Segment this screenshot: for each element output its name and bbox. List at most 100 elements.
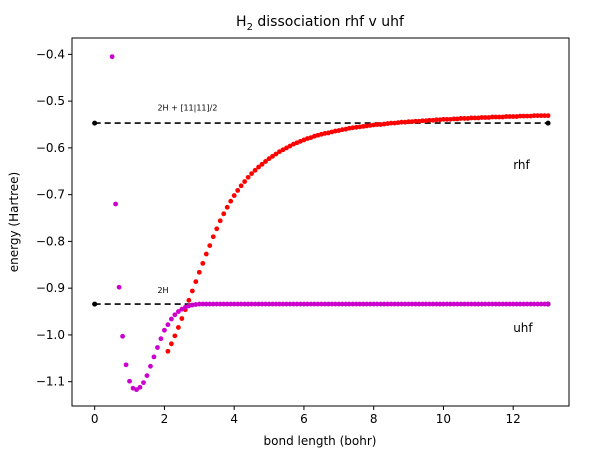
data-point-uhf (538, 301, 544, 307)
data-point-uhf (284, 301, 289, 307)
data-point-uhf (120, 333, 125, 339)
data-point-uhf (360, 301, 366, 307)
data-point-rhf (416, 118, 422, 124)
annotation-label: 2H (157, 286, 168, 295)
data-point-rhf (486, 115, 492, 120)
data-point-rhf (350, 125, 356, 131)
data-point-rhf (332, 128, 338, 134)
data-point-uhf (528, 301, 534, 307)
annotation-label: 2H + [11|11]/2 (157, 103, 217, 112)
data-point-rhf (270, 153, 275, 159)
data-point-rhf (434, 117, 439, 123)
data-point-uhf (482, 301, 488, 307)
chart-title-main: H (236, 14, 247, 30)
data-point-rhf (207, 243, 213, 249)
y-tick-label: −0.5 (36, 94, 65, 108)
data-point-rhf (538, 113, 544, 119)
data-point-uhf (545, 301, 551, 307)
data-point-uhf (489, 301, 495, 307)
data-point-uhf (158, 336, 164, 342)
data-point-uhf (116, 284, 122, 290)
data-point-uhf (203, 301, 209, 307)
data-point-uhf (402, 301, 408, 307)
plot-area: 2H + [11|11]/2 2H rhf uhf (71, 37, 570, 407)
data-point-uhf (434, 301, 439, 307)
data-point-rhf (200, 260, 206, 266)
data-point-uhf (357, 301, 363, 307)
data-point-uhf (507, 301, 513, 307)
data-point-rhf (238, 183, 244, 189)
data-point-uhf (291, 301, 296, 307)
data-point-uhf (175, 309, 181, 314)
data-point-uhf (500, 301, 506, 307)
data-point-uhf (189, 302, 195, 308)
data-point-uhf (332, 301, 338, 307)
data-point-rhf (360, 123, 366, 129)
data-point-uhf (270, 301, 275, 307)
data-point-uhf (249, 301, 255, 307)
data-point-uhf (472, 301, 478, 307)
data-point-uhf (196, 301, 202, 307)
y-tick-label: −1.0 (36, 328, 65, 342)
data-point-uhf (336, 301, 342, 307)
data-point-rhf (420, 118, 425, 124)
data-point-uhf (172, 312, 178, 318)
data-point-rhf (468, 115, 474, 121)
data-point-rhf (242, 179, 248, 184)
chart-title-subscript: 2 (247, 22, 253, 33)
y-tick-label: −0.8 (36, 234, 65, 248)
data-point-uhf (308, 301, 314, 307)
data-point-uhf (311, 301, 317, 307)
data-point-uhf (374, 301, 380, 307)
data-point-uhf (392, 301, 398, 307)
data-point-uhf (329, 301, 335, 307)
data-point-uhf (242, 301, 248, 307)
data-point-uhf (301, 301, 307, 307)
data-point-uhf (235, 301, 241, 307)
data-point-uhf (127, 378, 132, 384)
data-point-uhf (137, 384, 143, 390)
data-point-rhf (252, 167, 258, 173)
data-point-uhf (214, 301, 220, 307)
x-tick-label: 10 (436, 412, 451, 426)
data-point-uhf (514, 301, 520, 307)
data-point-uhf (385, 301, 391, 307)
data-point-rhf (353, 124, 359, 130)
data-point-rhf (406, 119, 411, 125)
data-point-rhf (524, 113, 530, 119)
data-point-rhf (521, 113, 527, 119)
data-point-uhf (259, 301, 265, 307)
data-point-rhf (430, 117, 436, 123)
data-point-uhf (468, 301, 474, 307)
data-point-rhf (367, 123, 373, 128)
chart-title-rest: dissociation rhf v uhf (253, 14, 405, 30)
data-point-uhf (339, 301, 345, 307)
data-point-uhf (231, 301, 237, 307)
data-point-rhf (461, 116, 467, 121)
data-point-rhf (381, 121, 387, 127)
y-axis-ticks: −1.1 −1.0 −0.9 −0.8 −0.7 −0.6 −0.5 −0.4 (36, 47, 72, 389)
y-tick-label: −0.6 (36, 141, 65, 155)
data-point-uhf (315, 301, 321, 307)
data-point-rhf (454, 116, 460, 122)
data-point-uhf (134, 387, 139, 393)
reference-line-endpoint (92, 120, 98, 126)
data-point-uhf (221, 301, 227, 307)
data-point-uhf (162, 327, 167, 333)
y-tick-label: −0.4 (36, 47, 65, 61)
data-point-uhf (207, 301, 213, 307)
data-point-uhf (395, 301, 401, 307)
data-point-uhf (252, 301, 258, 307)
data-point-rhf (172, 333, 178, 339)
data-point-rhf (169, 341, 174, 347)
data-point-rhf (472, 115, 478, 121)
data-point-rhf (503, 114, 509, 119)
data-point-uhf (399, 301, 404, 307)
x-axis-ticks: 0 2 4 6 8 10 12 (91, 406, 521, 426)
data-point-uhf (441, 301, 446, 307)
data-point-uhf (346, 301, 352, 307)
data-point-rhf (458, 116, 464, 121)
data-point-rhf (179, 316, 185, 321)
data-point-rhf (507, 114, 513, 119)
chart-title: H2 dissociation rhf v uhf (236, 14, 405, 33)
